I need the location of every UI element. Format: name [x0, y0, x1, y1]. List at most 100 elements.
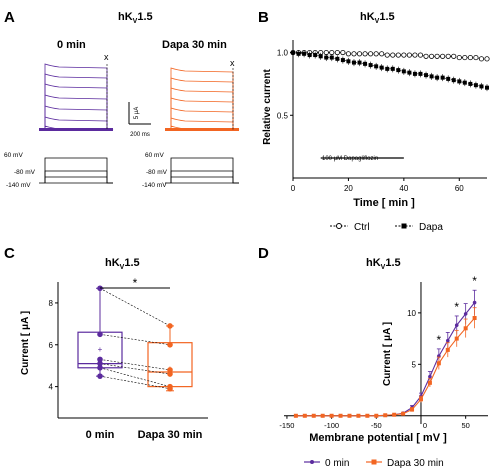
- b-dapa-point-4: [313, 53, 318, 58]
- b-dapa-point-15: [374, 64, 379, 69]
- b-ctrl-point-12: [356, 51, 363, 57]
- panel-c-category-0min: 0 min: [86, 429, 115, 441]
- c-point-0min-2: [97, 356, 103, 363]
- d-xtick-label-0: 0: [423, 421, 427, 430]
- panel-b-marks: [290, 49, 490, 92]
- protocol-left-step-2: [44, 176, 113, 184]
- legend-dapa-label-d: Dapa 30 min: [387, 458, 444, 469]
- d-sig-star-0: *: [437, 333, 442, 347]
- protocol-right-step-0: [170, 157, 239, 184]
- d-point-dapa-15: [427, 380, 432, 385]
- protocol-left-step-0: [44, 157, 113, 184]
- b-dapa-point-24: [424, 73, 429, 78]
- b-dapa-point-1: [296, 51, 301, 56]
- b-dapa-point-21: [407, 70, 412, 75]
- left-baseline: [39, 128, 113, 131]
- b-dapa-point-17: [385, 66, 390, 71]
- d-point-dapa-9: [374, 413, 379, 418]
- b-dapa-point-22: [412, 71, 417, 76]
- b-ctrl-point-15: [373, 51, 379, 57]
- b-ctrl-point-10: [345, 51, 352, 57]
- panel-b-xlabel: Time [ min ]: [353, 197, 415, 209]
- left-trace-2: [39, 83, 114, 131]
- d-point-dapa-18: [454, 336, 459, 341]
- panel-d-xlabel: Membrane potential [ mV ]: [309, 432, 447, 444]
- b-xtick-label-40: 40: [399, 184, 408, 193]
- b-dapa-point-18: [390, 66, 395, 71]
- c-point-dapa-1: [167, 341, 173, 348]
- panel-d-title: hKV1.5: [366, 257, 401, 271]
- c-pair-line-2: [99, 359, 171, 371]
- panel-letter-d: D: [258, 245, 269, 262]
- traces-dapa: [165, 67, 240, 131]
- b-ctrl-point-30: [456, 54, 462, 61]
- c-ytick-label-4: 4: [49, 383, 54, 392]
- c-mean-marker-0: +: [98, 345, 103, 354]
- panel-d-ylabel: Current [ μA ]: [382, 322, 393, 386]
- panel-a-label-0min: 0 min: [57, 39, 86, 51]
- c-point-dapa-3: [167, 371, 173, 377]
- b-dapa-point-16: [379, 65, 384, 70]
- c-point-0min-1: [97, 331, 103, 338]
- c-point-0min-3: [97, 360, 103, 367]
- b-dapa-point-29: [451, 78, 456, 83]
- panel-b-title: hKV1.5: [360, 11, 395, 25]
- b-dapa-point-25: [429, 74, 434, 79]
- d-point-dapa-4: [329, 413, 334, 418]
- panel-a-marker-right: x: [230, 58, 235, 68]
- c-sig-star: *: [133, 276, 138, 290]
- b-dapa-point-34: [479, 84, 484, 89]
- b-ctrl-point-22: [412, 52, 418, 58]
- panel-b-axes: 0 20 40 60 0.5 1.0: [277, 40, 487, 193]
- panel-d-marks: * * *: [293, 274, 477, 418]
- c-pair-line-5: [99, 375, 171, 390]
- d-point-dapa-3: [320, 413, 325, 418]
- c-pair-line-3: [99, 363, 171, 375]
- b-dapa-point-10: [346, 59, 351, 64]
- b-ctrl-point-34: [478, 56, 485, 62]
- b-ctrl-point-11: [351, 51, 357, 57]
- b-dapa-point-7: [329, 55, 334, 60]
- b-ctrl-point-27: [440, 53, 446, 59]
- b-ctrl-point-24: [423, 53, 429, 59]
- b-dapa-point-35: [485, 85, 489, 90]
- d-point-dapa-10: [383, 413, 388, 418]
- d-xtick-label-2: -50: [371, 421, 382, 430]
- b-dapa-point-20: [401, 69, 406, 74]
- c-point-0min-4: [97, 364, 103, 371]
- right-trace-5: [165, 117, 240, 131]
- panel-c-title: hKV1.5: [105, 257, 140, 271]
- d-sig-star-1: *: [454, 300, 459, 314]
- panel-letter-a: A: [4, 9, 15, 26]
- left-trace-0: [39, 63, 114, 131]
- c-point-dapa-2: [167, 367, 173, 373]
- d-xtick-label-1: -100: [324, 421, 339, 430]
- d-point-0min-17: [445, 338, 450, 343]
- d-point-dapa-13: [410, 407, 415, 412]
- d-ytick-label-5: 5: [412, 360, 417, 369]
- right-trace-1: [165, 77, 240, 131]
- legend-0min-marker: [310, 460, 314, 464]
- d-point-dapa-20: [472, 316, 477, 321]
- protocol-right-140mv: -140 mV: [142, 182, 167, 189]
- right-baseline: [165, 128, 239, 131]
- d-ytick-label-10: 10: [407, 309, 416, 318]
- b-ctrl-point-35: [484, 56, 490, 62]
- panel-c-axes: 4 6 8: [49, 282, 208, 419]
- d-sig-star-2: *: [472, 274, 477, 288]
- c-ytick-label-6: 6: [49, 341, 54, 350]
- left-trace-4: [39, 105, 114, 131]
- panel-c-ylabel: Current [ μA ]: [20, 311, 31, 375]
- traces-0min: [39, 63, 114, 131]
- protocol-right: [165, 157, 239, 184]
- b-ctrl-point-25: [428, 53, 435, 59]
- b-ytick-label-1: 1.0: [277, 49, 289, 58]
- b-dapa-point-12: [357, 60, 362, 65]
- right-trace-4: [165, 107, 240, 131]
- panel-b-relative-current: hKV1.5 Relative current Time [ min ] 0 20…: [262, 11, 490, 233]
- d-point-0min-19: [463, 312, 468, 316]
- panel-a-label-dapa: Dapa 30 min: [162, 39, 227, 51]
- b-dapa-point-3: [307, 53, 312, 58]
- protocol-left-140mv: -140 mV: [6, 182, 31, 189]
- b-ctrl-point-31: [462, 54, 468, 61]
